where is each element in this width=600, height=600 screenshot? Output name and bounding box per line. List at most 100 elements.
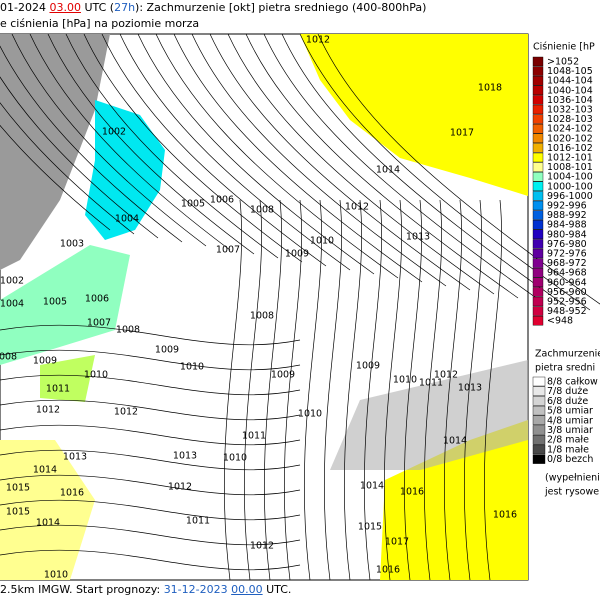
isobar-label: 1011: [242, 431, 266, 442]
legend-swatch: [532, 277, 544, 287]
model: 2.5km IMGW. Start prognozy:: [0, 583, 161, 596]
isobar: [0, 424, 301, 446]
legend-swatch: [532, 114, 544, 124]
isobar-label: 1017: [450, 128, 474, 139]
isobar: [0, 374, 301, 396]
isobar: [65, 33, 279, 259]
subtitle: e ciśnienia [hPa] na poziomie morza: [0, 17, 200, 30]
isobar-label: 1011: [46, 384, 70, 395]
legend-swatch: [532, 435, 546, 445]
legend-swatch: [532, 444, 546, 455]
legend-label: 6/8 duże: [547, 396, 588, 407]
isobar-label: 1004: [0, 299, 24, 310]
isobar-label: 1010: [393, 375, 417, 386]
isobar-label: 1014: [360, 481, 384, 492]
isobar: [223, 199, 242, 581]
isobar-label: 1005: [43, 297, 67, 308]
isobar: [0, 474, 301, 496]
footer: 2.5km IMGW. Start prognozy: 31-12-2023 0…: [0, 583, 291, 596]
isobar: [191, 33, 447, 287]
legend-swatch: [532, 171, 544, 182]
legend-swatch: [532, 152, 544, 163]
isobar: [483, 199, 502, 581]
legend: Ciśnienie [hP >10521048-1051044-1041040-1…: [532, 42, 600, 498]
legend-swatch: [532, 316, 544, 326]
legend-swatch: [532, 306, 544, 316]
isobar-label: 1016: [60, 488, 84, 499]
isobar: [463, 199, 482, 581]
isobar-label: 1005: [181, 199, 205, 210]
isobar-label: 1008: [116, 325, 140, 336]
isobar: [209, 33, 471, 291]
legend-swatch: [532, 95, 544, 105]
start-date: 31-12-2023: [163, 583, 228, 596]
legend-label: 964-968: [547, 268, 587, 279]
isobar: [423, 199, 442, 581]
legend-label: 948-952: [547, 306, 587, 317]
pressure-area: [0, 440, 95, 580]
legend-label: 0/8 bezch: [547, 454, 593, 465]
isobar: [0, 124, 111, 231]
high-pressure-area: [300, 34, 528, 196]
isobar-label: 1003: [60, 239, 84, 250]
isobar: [303, 199, 322, 581]
isobar-label: 1010: [298, 409, 322, 420]
isobar: [119, 33, 351, 271]
legend-swatch: [532, 210, 544, 220]
legend-label: 1032-103: [547, 105, 593, 116]
legend-label: 3/8 umiar: [547, 425, 593, 436]
isobar-label: 1006: [210, 195, 234, 206]
legend-label: 972-976: [547, 249, 587, 260]
legend-label: 1000-100: [547, 181, 593, 192]
isobar-label: 1012: [345, 202, 369, 213]
isobar-label: 1016: [376, 565, 400, 576]
legend-swatch: [532, 454, 546, 464]
legend-label: <948: [547, 316, 573, 327]
legend-note: jest rysowe: [544, 487, 599, 498]
isobar: [11, 33, 207, 247]
isobar: [227, 33, 495, 295]
isobar: [443, 199, 462, 581]
legend-label: 968-972: [547, 258, 587, 269]
legend-swatch: [532, 66, 544, 76]
legend-label: 1040-104: [547, 85, 593, 96]
isobar: [29, 33, 231, 251]
isobar-label: 1002: [0, 276, 24, 287]
isobar: [0, 76, 159, 239]
isobar-label: 1013: [173, 451, 197, 462]
isobar-labels: 1012 1018 1017 1002 1014 1005 1006 1008 1012 1004…: [0, 35, 517, 581]
low-pressure-area: [0, 245, 130, 365]
regions: [0, 34, 528, 580]
start-time: 00.00: [231, 583, 263, 596]
legend-title: Ciśnienie [hP: [533, 42, 595, 53]
legend-swatch: [532, 162, 544, 172]
isobar-label: 1014: [443, 436, 467, 447]
isobar: [343, 199, 362, 581]
legend-label: 2/8 małe: [547, 435, 589, 446]
legend-swatch: [532, 56, 544, 67]
legend-label: 1004-100: [547, 172, 593, 183]
legend-label: >1052: [547, 57, 579, 68]
isobar: [0, 449, 301, 471]
legend-swatch: [532, 386, 546, 396]
legend-label: 980-984: [547, 229, 587, 240]
isobar-label: 1010: [180, 362, 204, 373]
legend-swatch: [532, 123, 544, 134]
isobar-label: 1014: [33, 465, 57, 476]
isobar: [0, 499, 301, 521]
isobar: [0, 102, 135, 235]
legend-label: 984-988: [547, 220, 587, 231]
header-line: 01-2024 03.00 UTC (27h): Zachmurzenie [o…: [0, 1, 426, 14]
isobar-label: 1013: [63, 452, 87, 463]
legend-swatch: [532, 219, 544, 230]
isobar-label: 1012: [250, 541, 274, 552]
isobar: [173, 33, 423, 283]
cloud-area: [0, 34, 110, 270]
high-pressure-area: [380, 420, 528, 580]
legend-label: 988-992: [547, 210, 587, 221]
legend-swatch: [532, 248, 544, 259]
isobar: [263, 33, 543, 303]
isobar: [0, 524, 301, 546]
legend-swatch: [532, 287, 544, 297]
isobar-label: 1016: [400, 487, 424, 498]
